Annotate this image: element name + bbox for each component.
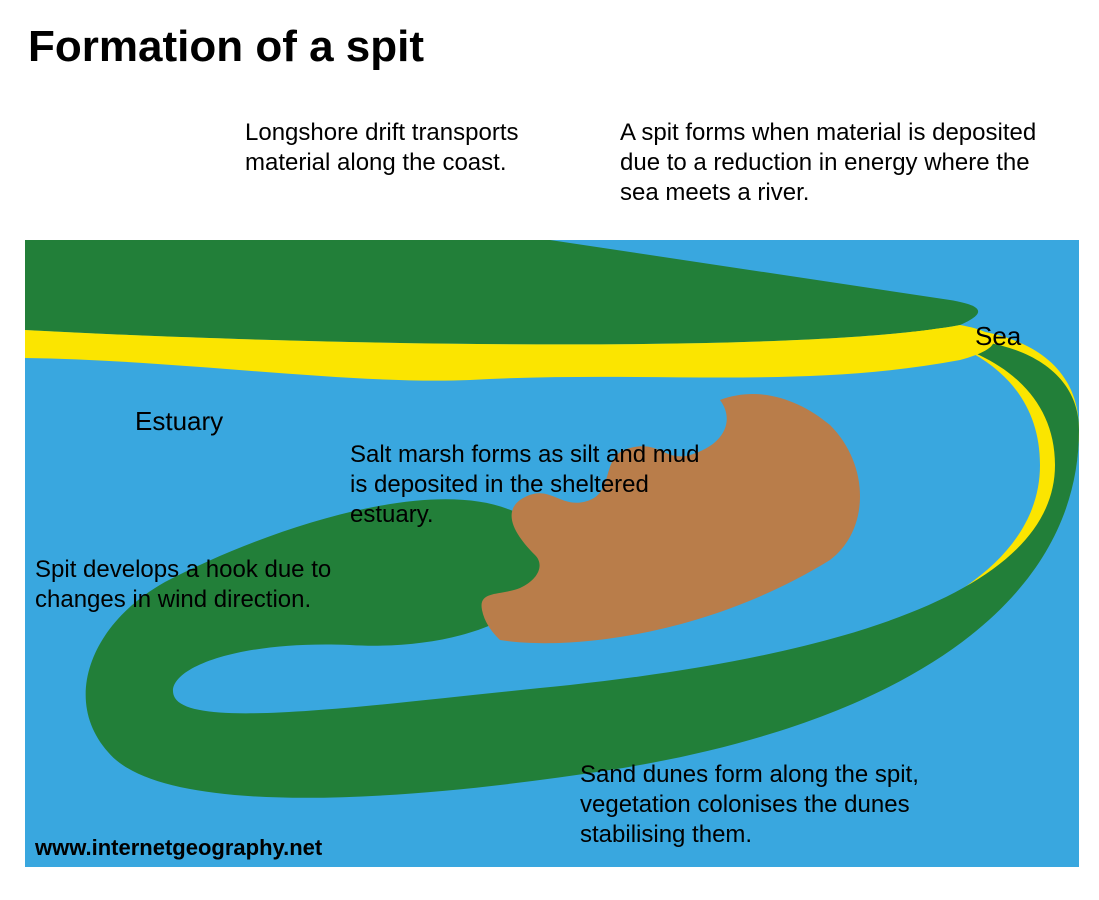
source-credit: www.internetgeography.net (35, 835, 322, 861)
annot-spit-forms: A spit forms when material is deposited … (620, 118, 1070, 208)
label-estuary: Estuary (135, 405, 223, 438)
annot-hook: Spit develops a hook due to changes in w… (35, 555, 355, 615)
diagram-page: Formation of a spit Sea Estuary Longshor… (0, 0, 1099, 900)
annot-salt-marsh: Salt marsh forms as silt and mud is depo… (350, 440, 710, 530)
annot-dunes: Sand dunes form along the spit, vegetati… (580, 760, 1020, 850)
label-sea: Sea (975, 320, 1021, 353)
annot-longshore: Longshore drift transports material alon… (245, 118, 545, 178)
